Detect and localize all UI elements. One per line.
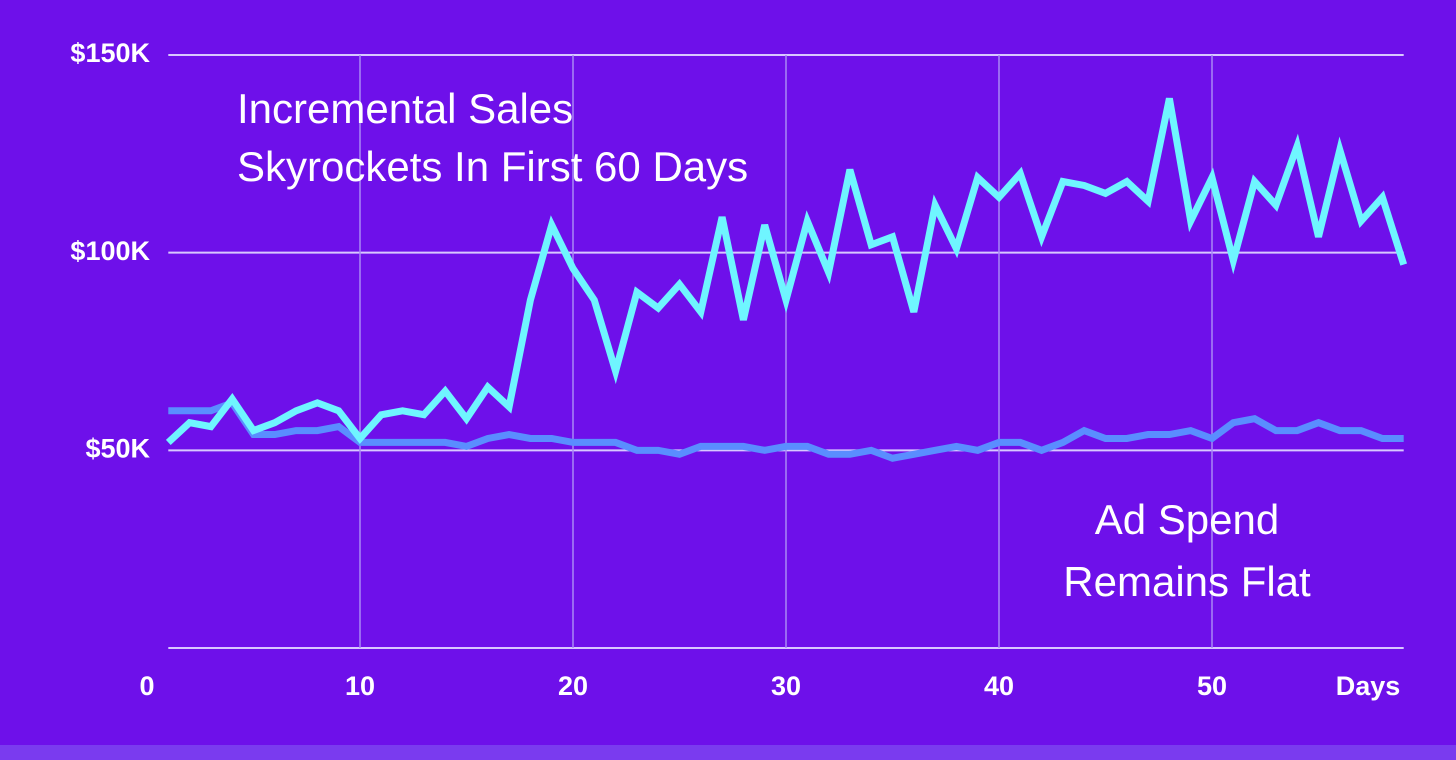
x-tick-label: 20 xyxy=(558,671,588,701)
annotation: Incremental Sales xyxy=(237,85,573,132)
x-tick-label: 0 xyxy=(139,671,154,701)
annotation: Remains Flat xyxy=(1063,558,1311,605)
x-tick-label: 30 xyxy=(771,671,801,701)
y-tick-label: $100K xyxy=(70,236,150,266)
y-tick-label: $50K xyxy=(85,433,150,463)
x-axis-label: Days xyxy=(1336,671,1401,701)
bottom-strip xyxy=(0,745,1456,760)
x-tick-label: 50 xyxy=(1197,671,1227,701)
x-tick-label: 10 xyxy=(345,671,375,701)
annotation: Ad Spend xyxy=(1095,496,1280,543)
x-tick-label: 40 xyxy=(984,671,1014,701)
y-tick-label: $150K xyxy=(70,38,150,68)
data-line xyxy=(165,97,1408,445)
annotation: Skyrockets In First 60 Days xyxy=(237,143,748,190)
data-line xyxy=(168,398,1404,462)
